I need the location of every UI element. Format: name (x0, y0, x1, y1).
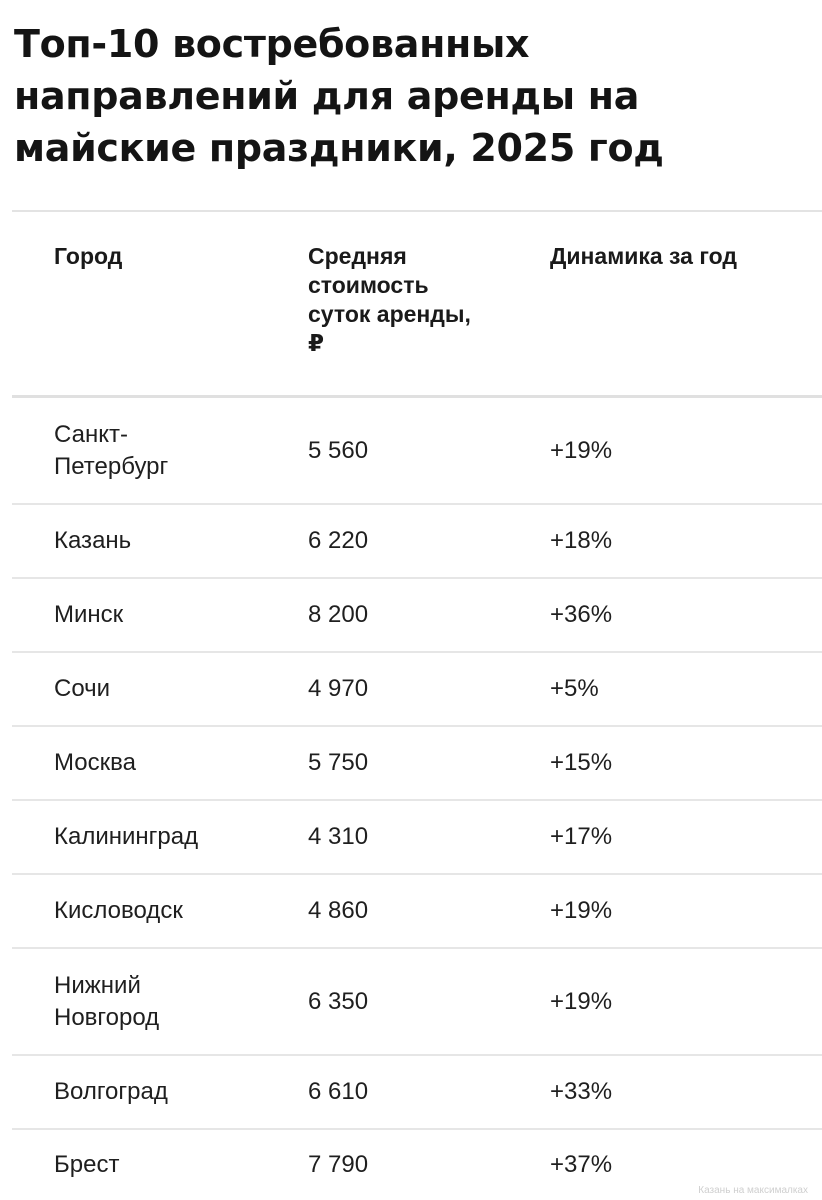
page-title: Топ-10 востребованных направлений для ар… (14, 22, 664, 170)
city-cell: Волгоград (54, 1078, 168, 1105)
city-cell: Санкт-Петербург (54, 420, 169, 480)
table-row: Казань 6 220 +18% (12, 505, 822, 579)
table-row: Нижний Новгород 6 350 +19% (12, 949, 822, 1056)
table-row: Москва 5 750 +15% (12, 727, 822, 801)
city-cell: Кисловодск (54, 897, 183, 924)
price-cell: 6 350 (308, 987, 369, 1015)
watermark: Казань на максималках (698, 1185, 808, 1196)
table-row: Волгоград 6 610 +33% (12, 1056, 822, 1130)
price-cell: 7 790 (308, 1151, 369, 1178)
change-cell: +19% (550, 897, 613, 924)
change-cell: +5% (550, 675, 599, 702)
city-cell: Казань (54, 527, 132, 554)
change-cell: +36% (550, 601, 613, 628)
price-cell: 4 860 (308, 897, 369, 924)
column-header-change: Динамика за год (550, 243, 737, 269)
city-cell: Брест (54, 1151, 120, 1178)
price-cell: 6 220 (308, 527, 369, 554)
table-header: Город Средняя стоимость суток аренды, ₽ … (12, 212, 822, 398)
change-cell: +17% (550, 823, 613, 850)
table-row: Санкт-Петербург 5 560 +19% (12, 398, 822, 505)
change-cell: +33% (550, 1078, 613, 1105)
city-cell: Калининград (54, 823, 199, 850)
table-row: Кисловодск 4 860 +19% (12, 875, 822, 949)
change-cell: +15% (550, 749, 613, 776)
table-row: Минск 8 200 +36% (12, 579, 822, 653)
city-cell: Нижний Новгород (54, 971, 160, 1031)
table-row: Калининград 4 310 +17% (12, 801, 822, 875)
table-row: Брест 7 790 +37% (12, 1130, 822, 1200)
table-row: Сочи 4 970 +5% (12, 653, 822, 727)
price-cell: 5 750 (308, 749, 369, 776)
price-cell: 4 310 (308, 823, 369, 850)
price-cell: 8 200 (308, 601, 369, 628)
rental-table: Город Средняя стоимость суток аренды, ₽ … (12, 210, 822, 1200)
column-header-city: Город (54, 243, 123, 269)
change-cell: +18% (550, 527, 613, 554)
change-cell: +37% (550, 1151, 613, 1178)
city-cell: Минск (54, 601, 124, 628)
city-cell: Сочи (54, 675, 111, 702)
table-top-divider (12, 210, 822, 212)
city-cell: Москва (54, 749, 136, 776)
price-cell: 4 970 (308, 675, 369, 702)
price-cell: 5 560 (308, 436, 369, 464)
change-cell: +19% (550, 436, 613, 464)
column-header-price: Средняя стоимость суток аренды, ₽ (308, 243, 471, 356)
price-cell: 6 610 (308, 1078, 369, 1105)
change-cell: +19% (550, 987, 613, 1015)
